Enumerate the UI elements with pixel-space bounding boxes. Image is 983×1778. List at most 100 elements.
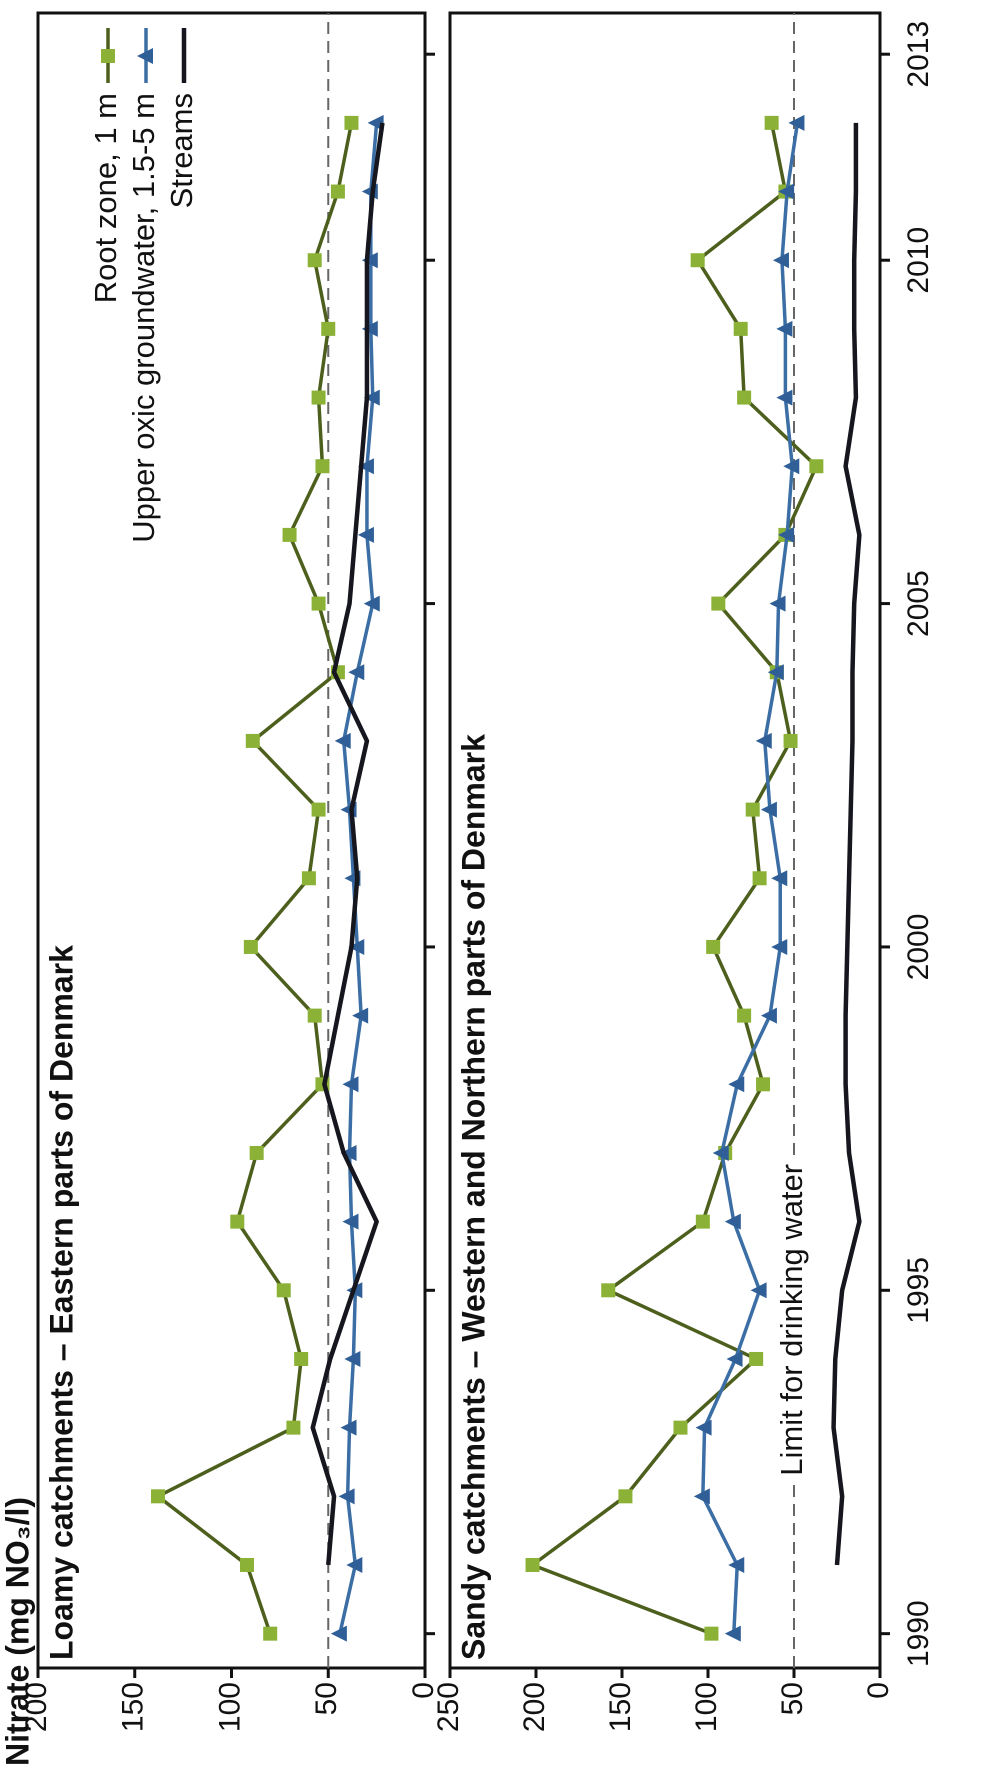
square-marker [737, 1008, 752, 1023]
triangle-marker [788, 114, 805, 131]
y-tick-label: 50 [776, 1682, 809, 1715]
square-marker [249, 1145, 264, 1160]
y-tick-label: 0 [407, 1682, 440, 1699]
square-marker [752, 871, 767, 886]
x-tick-label: 1995 [902, 1257, 935, 1324]
square-marker [690, 253, 705, 268]
figure-title: Nitrate (mg NO₃/l) [0, 1497, 35, 1766]
x-tick-label: 2000 [902, 914, 935, 981]
y-tick-label: 0 [862, 1682, 895, 1699]
square-marker [749, 1351, 764, 1366]
triangle-marker [767, 664, 784, 681]
triangle-marker [334, 732, 351, 749]
y-tick-label: 200 [518, 1682, 551, 1732]
triangle-marker [342, 1213, 359, 1230]
triangle-marker [783, 458, 800, 475]
triangle-marker [724, 1213, 741, 1230]
y-tick-label: 250 [432, 1682, 465, 1732]
triangle-marker [338, 1488, 355, 1505]
square-marker [301, 871, 316, 886]
annotation-bg [776, 1157, 812, 1482]
x-tick-label: 1990 [902, 1600, 935, 1667]
triangle-marker [357, 526, 374, 543]
square-marker [330, 184, 345, 199]
annotation: Limit for drinking water [774, 1164, 809, 1476]
series-line [156, 122, 354, 1635]
panel-title: Sandy catchments – Western and Northern … [455, 734, 491, 1660]
square-marker [783, 733, 798, 748]
square-marker [706, 939, 721, 954]
square-marker [311, 390, 326, 405]
triangle-marker [760, 1007, 777, 1024]
triangle-marker [348, 664, 365, 681]
square-marker [243, 939, 258, 954]
square-marker [307, 253, 322, 268]
triangle-marker [361, 252, 378, 269]
triangle-marker [778, 526, 795, 543]
x-tick-label: 2013 [902, 21, 935, 88]
triangle-marker [771, 938, 788, 955]
triangle-marker [352, 1007, 369, 1024]
triangle-marker [776, 389, 793, 406]
square-marker [745, 802, 760, 817]
triangle-marker [760, 801, 777, 818]
y-tick-label: 100 [213, 1682, 246, 1732]
legend-marker [101, 49, 115, 63]
square-marker [618, 1489, 633, 1504]
square-marker [307, 1008, 322, 1023]
square-marker [525, 1557, 540, 1572]
square-marker [294, 1351, 309, 1366]
square-marker [695, 1214, 710, 1229]
triangle-marker [728, 1556, 745, 1573]
y-tick-label: 150 [117, 1682, 150, 1732]
triangle-marker [771, 870, 788, 887]
legend-marker [137, 48, 153, 64]
square-marker [737, 390, 752, 405]
y-tick-label: 50 [310, 1682, 343, 1715]
square-marker [673, 1420, 688, 1435]
square-marker [315, 459, 330, 474]
square-marker [704, 1626, 719, 1641]
triangle-marker [726, 1350, 743, 1367]
triangle-marker [344, 1350, 361, 1367]
x-tick-label: 2010 [902, 227, 935, 294]
triangle-marker [750, 1282, 767, 1299]
square-marker [601, 1283, 616, 1298]
triangle-marker [342, 1076, 359, 1093]
x-tick-label: 2005 [902, 570, 935, 637]
square-marker [344, 115, 359, 130]
square-marker [230, 1214, 245, 1229]
triangle-marker [776, 320, 793, 337]
square-marker [276, 1283, 291, 1298]
legend-label: Root zone, 1 m [88, 93, 123, 303]
triangle-marker [772, 252, 789, 269]
square-marker [311, 802, 326, 817]
y-tick-label: 200 [20, 1682, 53, 1732]
triangle-marker [769, 595, 786, 612]
square-marker [321, 321, 336, 336]
plot-frame [448, 11, 882, 1670]
triangle-marker [693, 1488, 710, 1505]
triangle-marker [357, 458, 374, 475]
triangle-marker [340, 1144, 357, 1161]
square-marker [150, 1489, 165, 1504]
square-marker [711, 596, 726, 611]
rotated-chart: Nitrate (mg NO₃/l) 0 50 100 150 200 Loamy cat… [0, 11, 935, 1766]
legend-label: Streams [164, 93, 199, 208]
square-marker [263, 1626, 278, 1641]
legend-label: Upper oxic groundwater, 1.5-5 m [126, 93, 161, 543]
triangle-marker [361, 320, 378, 337]
triangle-marker [346, 1556, 363, 1573]
y-tick-label: 100 [690, 1682, 723, 1732]
square-marker [282, 527, 297, 542]
series-line [310, 122, 385, 1566]
square-marker [809, 459, 824, 474]
triangle-marker [755, 732, 772, 749]
square-marker [764, 115, 779, 130]
triangle-marker [712, 1144, 729, 1161]
square-marker [239, 1557, 254, 1572]
y-tick-label: 150 [604, 1682, 637, 1732]
triangle-marker [348, 938, 365, 955]
square-marker [733, 321, 748, 336]
